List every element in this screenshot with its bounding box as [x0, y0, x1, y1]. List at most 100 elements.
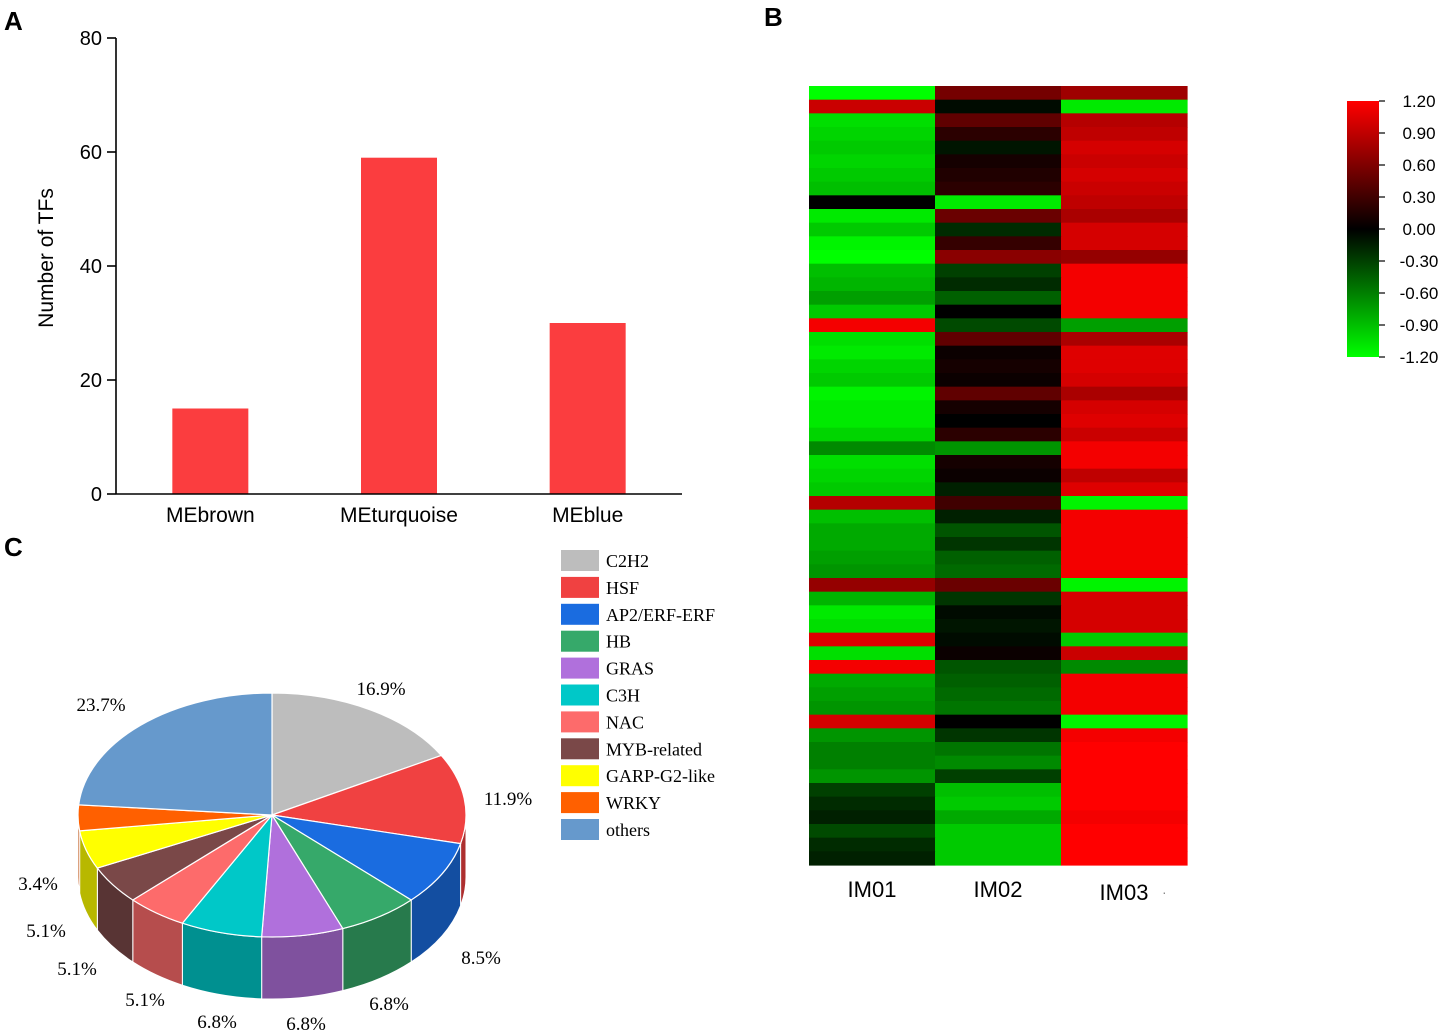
x-tick-label: MEblue	[552, 504, 623, 527]
heatmap-cell	[809, 154, 936, 169]
legend-swatch-nac	[561, 711, 599, 733]
heatmap-cell	[1061, 181, 1188, 196]
heatmap-cell	[1061, 386, 1188, 401]
heatmap-cell	[1061, 810, 1188, 825]
heatmap-cell	[809, 236, 936, 251]
heatmap-cell	[935, 359, 1062, 374]
bar-mebrown	[172, 408, 249, 494]
heatmap-cell	[935, 373, 1062, 388]
colorbar-tick-label: -0.90	[1400, 316, 1438, 335]
heatmap-cell	[935, 386, 1062, 401]
heatmap-cell	[935, 496, 1062, 511]
legend-label: HB	[606, 632, 631, 652]
heatmap-cell	[809, 550, 936, 565]
heatmap-cell	[935, 550, 1062, 565]
heatmap-cell	[1061, 523, 1188, 538]
heatmap-cell	[809, 714, 936, 729]
heatmap-cell	[935, 222, 1062, 237]
legend-label: HSF	[606, 578, 639, 598]
x-axis-labels: MEbrown MEturquoise MEblue	[166, 504, 623, 527]
pie-percent-label: 11.9%	[484, 789, 533, 810]
heatmap-cell	[1061, 236, 1188, 251]
colorbar-tick-label: 0.60	[1402, 156, 1435, 175]
trailing-mark: ·	[1162, 884, 1167, 900]
heatmap-cell	[935, 414, 1062, 429]
heatmap-cell	[1061, 619, 1188, 634]
heatmap-cell	[935, 154, 1062, 169]
heatmap-cell	[809, 537, 936, 552]
heatmap-cell	[935, 181, 1062, 196]
heatmap-cell	[809, 168, 936, 183]
heatmap-cell	[1061, 660, 1188, 675]
pie-percent-label: 16.9%	[356, 679, 405, 700]
heatmap-cell	[935, 441, 1062, 456]
heatmap-cell	[1061, 550, 1188, 565]
pie-percent-labels: 16.9% 11.9% 8.5% 6.8% 6.8% 6.8% 5.1% 5.1% 5.1% 3.…	[18, 679, 532, 1035]
heatmap-cell	[935, 824, 1062, 839]
heatmap-cell	[1061, 755, 1188, 770]
heatmap-cell	[1061, 605, 1188, 620]
heatmap-cell	[809, 386, 936, 401]
heatmap-cell	[1061, 127, 1188, 142]
heatmap-cell	[1061, 195, 1188, 210]
heatmap-cell	[1061, 468, 1188, 483]
heatmap-cell	[1061, 332, 1188, 347]
legend-swatch-others	[561, 819, 599, 840]
heatmap-cell	[809, 359, 936, 374]
heatmap-cell	[1061, 154, 1188, 169]
heatmap-cell	[809, 140, 936, 155]
heatmap-cell	[935, 632, 1062, 647]
heatmap-cell	[809, 605, 936, 620]
heatmap-cell	[935, 455, 1062, 470]
heatmap-cell	[1061, 222, 1188, 237]
heatmap-cell	[809, 509, 936, 524]
heatmap-cell	[1061, 687, 1188, 702]
heatmap-cell	[935, 851, 1062, 866]
pie-chart: 16.9% 11.9% 8.5% 6.8% 6.8% 6.8% 5.1% 5.1% 5.1% 3.…	[18, 679, 532, 1035]
heatmap-cell	[935, 523, 1062, 538]
heatmap-cell	[809, 701, 936, 716]
heatmap-cell	[935, 250, 1062, 265]
y-axis-ticks: 0 20 40 60 80	[80, 28, 116, 506]
heatmap-cell	[809, 564, 936, 579]
heatmap-cell	[935, 796, 1062, 811]
heatmap-cell	[809, 742, 936, 757]
legend-swatch-myb-related	[561, 738, 599, 760]
heatmap-cell	[809, 345, 936, 360]
heatmap-cell	[809, 660, 936, 675]
pie-percent-label: 6.8%	[286, 1014, 326, 1035]
heatmap-cell	[809, 441, 936, 456]
heatmap-cell	[1061, 714, 1188, 729]
heatmap-cell	[809, 783, 936, 798]
colorbar-tick-label: -1.20	[1400, 348, 1438, 367]
heatmap-cell	[935, 99, 1062, 114]
heatmap-cell	[1061, 509, 1188, 524]
pie-slice-others	[77, 692, 273, 816]
heatmap-cell	[935, 468, 1062, 483]
heatmap-cell	[1061, 728, 1188, 743]
heatmap-cell	[809, 646, 936, 661]
colorbar-tick-label: 0.30	[1402, 188, 1435, 207]
pie-slice-c2h2	[271, 692, 443, 816]
heatmap-cell	[935, 591, 1062, 606]
legend-label: C3H	[606, 686, 640, 706]
pie-percent-label: 5.1%	[57, 959, 97, 980]
heatmap-cell	[935, 332, 1062, 347]
heatmap-cell	[809, 496, 936, 511]
heatmap-cell	[1061, 578, 1188, 593]
heatmap-cell	[1061, 564, 1188, 579]
heatmap-cell	[935, 482, 1062, 497]
pie-percent-label: 3.4%	[18, 874, 58, 895]
heatmap-cell	[1061, 209, 1188, 224]
heatmap-cell	[935, 728, 1062, 743]
heatmap-cell	[809, 222, 936, 237]
colorbar-tick-label: 0.90	[1402, 124, 1435, 143]
heatmap-cell	[1061, 441, 1188, 456]
heatmap-cell	[1061, 769, 1188, 784]
pie-percent-label: 5.1%	[125, 990, 165, 1011]
heatmap-cell	[1061, 168, 1188, 183]
heatmap-cell	[809, 468, 936, 483]
colorbar-tick-label: -0.30	[1400, 252, 1438, 271]
heatmap-cell	[1061, 291, 1188, 306]
legend-label: MYB-related	[606, 739, 702, 759]
